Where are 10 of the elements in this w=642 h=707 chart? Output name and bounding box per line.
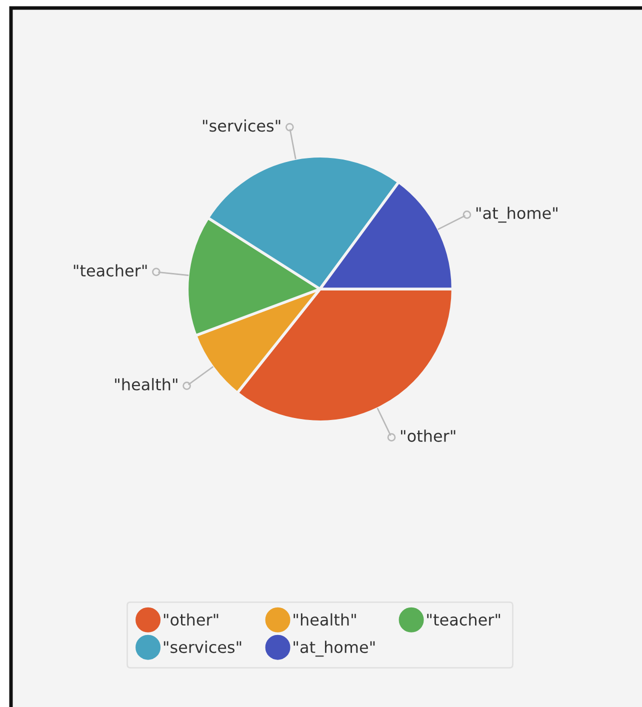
legend-label: "services"	[164, 640, 242, 654]
legend-label: "at_home"	[294, 640, 375, 657]
legend-label: "health"	[294, 613, 356, 626]
legend-label: "other"	[164, 613, 218, 626]
slice-label: "health"	[115, 378, 178, 390]
slice-label: "other"	[401, 430, 456, 442]
slice-label: "services"	[202, 119, 280, 132]
legend-label: "teacher"	[427, 613, 500, 626]
slice-label: "teacher"	[74, 264, 147, 277]
slice-label: "at_home"	[476, 206, 558, 223]
